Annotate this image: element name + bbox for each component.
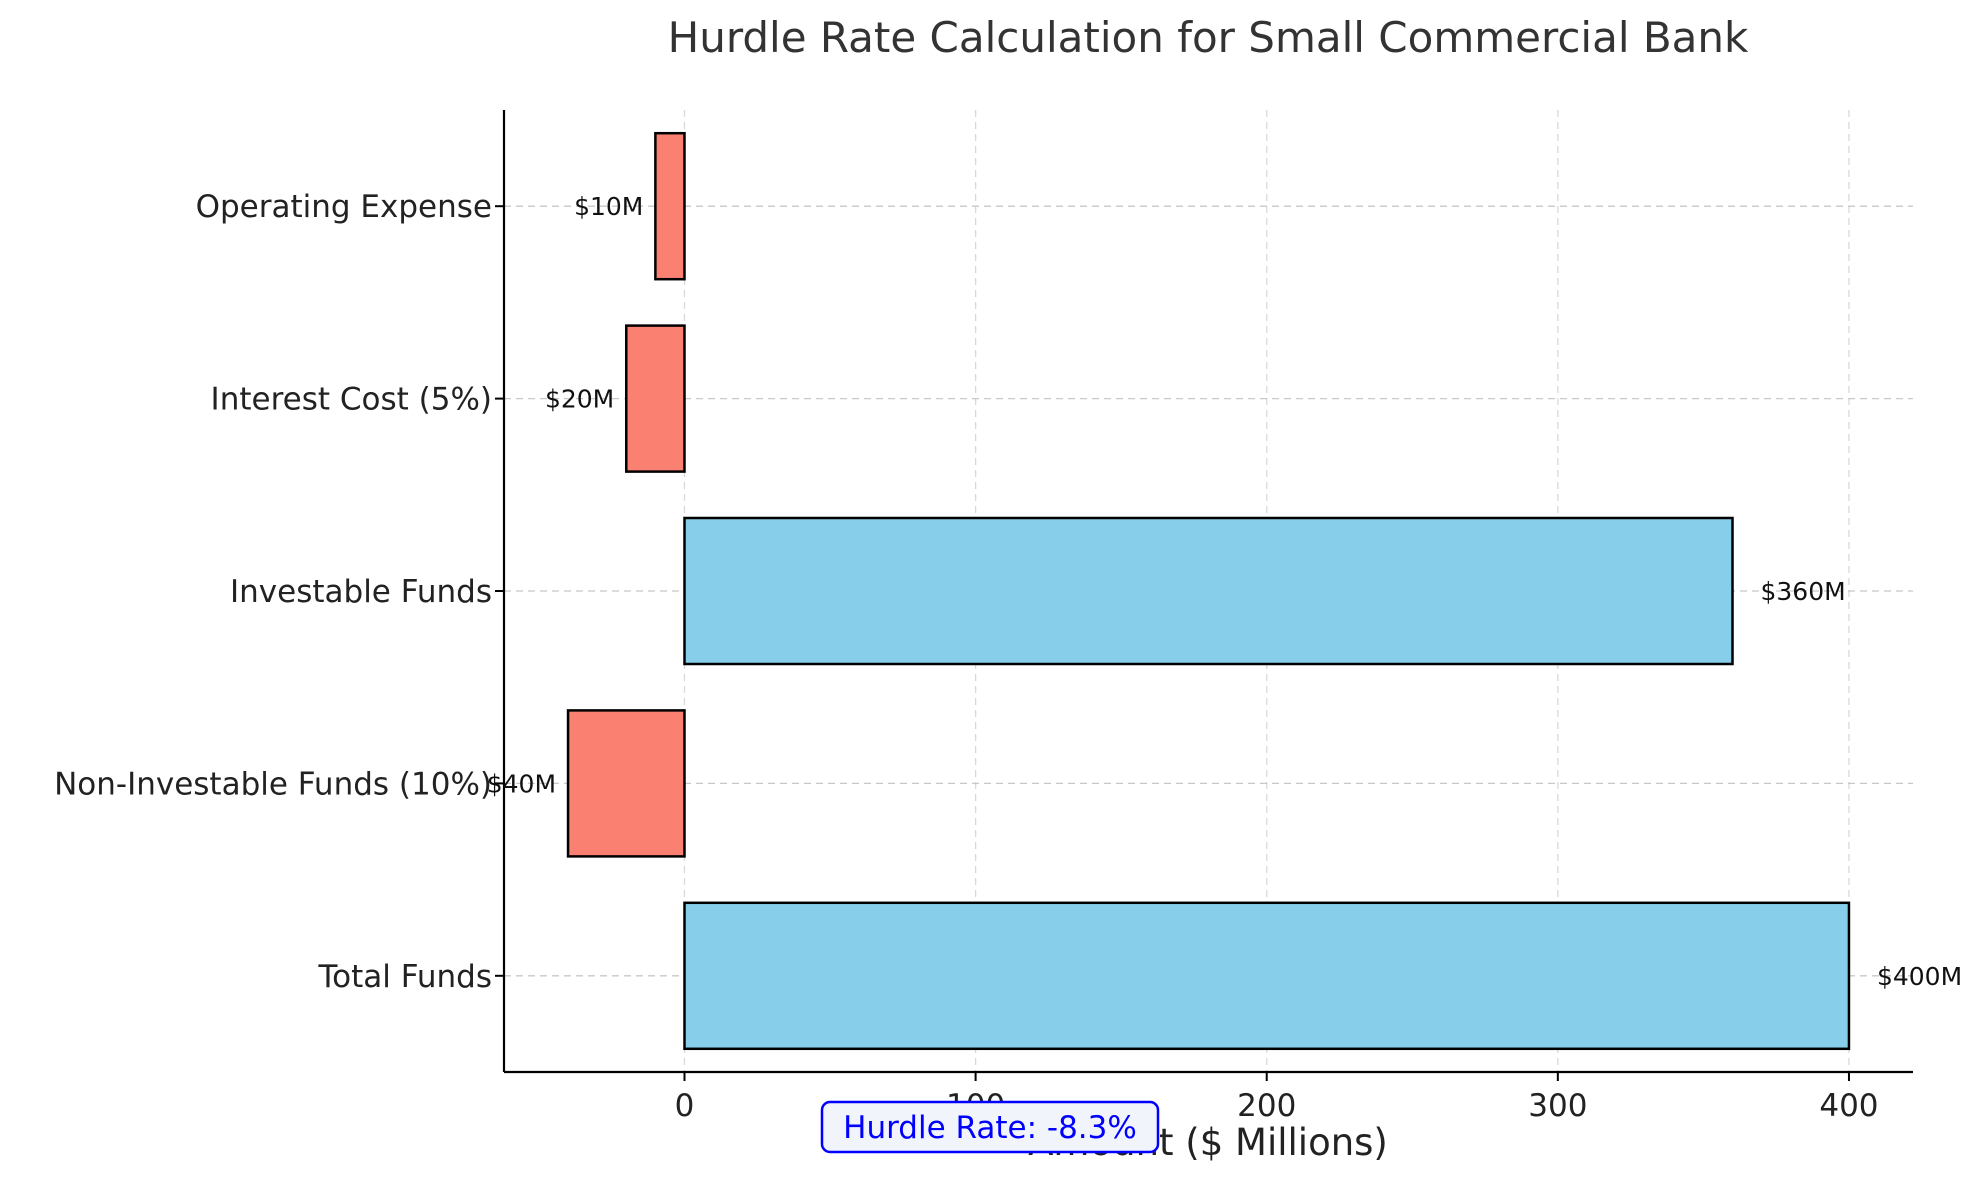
annotation-text: Hurdle Rate: -8.3% (843, 1110, 1137, 1146)
bars-layer (566, 131, 1851, 1051)
data-label: $400M (1877, 962, 1962, 991)
data-label: $20M (545, 385, 614, 414)
data-label: $10M (574, 192, 643, 221)
x-tick-label: 200 (1237, 1088, 1296, 1124)
bar-interest-cost-5 (625, 324, 686, 473)
annotation-box (820, 1100, 1160, 1154)
hurdle-rate-annotation: Hurdle Rate: -8.3% (820, 1100, 1160, 1154)
labels-layer: $400M$40M$360M$20M$10M0100200300400Total… (54, 189, 1962, 1124)
bar-non-investable-funds-10 (566, 709, 686, 858)
x-tick-label: 300 (1528, 1088, 1587, 1124)
y-tick-label: Interest Cost (5%) (211, 382, 492, 418)
y-tick-label: Total Funds (317, 959, 492, 995)
bar-total-funds (683, 901, 1851, 1051)
bar-investable-funds (683, 516, 1734, 666)
y-tick-label: Investable Funds (230, 574, 492, 610)
chart-title: Hurdle Rate Calculation for Small Commer… (668, 13, 1749, 62)
y-tick-label: Non-Investable Funds (10%) (54, 766, 492, 802)
x-tick-label: 400 (1819, 1088, 1878, 1124)
data-label: $360M (1761, 577, 1846, 606)
y-tick-label: Operating Expense (196, 189, 492, 225)
axes-layer (495, 110, 1913, 1081)
data-label: $40M (487, 769, 556, 798)
x-tick-label: 0 (675, 1088, 695, 1124)
bar-operating-expense (654, 131, 686, 281)
